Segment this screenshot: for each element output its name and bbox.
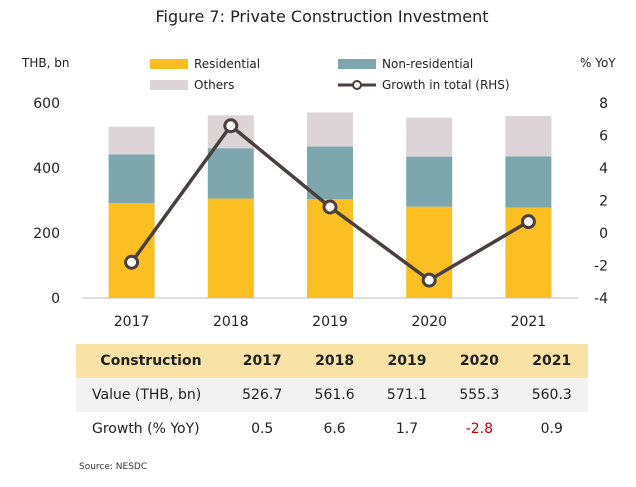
bar-non-residential: [505, 156, 552, 208]
left-tick-label: 0: [51, 291, 60, 307]
table-row-value: Value (THB, bn) 526.7 561.6 571.1 555.3 …: [76, 378, 588, 412]
x-tick-label: 2017: [114, 314, 150, 330]
x-tick-label: 2019: [312, 314, 348, 330]
table-cell: 560.3: [515, 378, 588, 412]
x-tick-label: 2021: [511, 314, 547, 330]
growth-point: [124, 254, 140, 270]
growth-point: [322, 199, 338, 215]
legend: Residential Non-residential Others Growt…: [150, 57, 510, 92]
legend-swatch-others: [150, 80, 188, 90]
table-cell: 571.1: [370, 378, 444, 412]
left-tick-label: 200: [33, 226, 60, 242]
right-tick-label: 8: [599, 96, 608, 112]
right-axis-label: % YoY: [580, 56, 616, 70]
right-tick-label: 0: [599, 226, 608, 242]
left-axis-label: THB, bn: [21, 56, 69, 70]
bar-others: [406, 117, 453, 157]
table-header-cell: 2020: [443, 344, 516, 378]
right-tick-label: 4: [599, 161, 608, 177]
legend-label-non-residential: Non-residential: [382, 57, 473, 71]
table-cell: 6.6: [298, 412, 371, 446]
left-tick-label: 600: [33, 96, 60, 112]
legend-label-others: Others: [194, 78, 234, 92]
x-tick-label: 2020: [411, 314, 447, 330]
right-tick-label: 2: [599, 194, 608, 210]
bar-others: [108, 126, 155, 155]
legend-swatch-non-residential: [338, 59, 376, 69]
bar-non-residential: [307, 146, 353, 200]
legend-marker-growth: [352, 80, 362, 90]
legend-label-growth: Growth in total (RHS): [382, 78, 510, 92]
bar-non-residential: [108, 154, 155, 204]
table-cell: 0.5: [226, 412, 299, 446]
bar-non-residential: [207, 148, 254, 199]
table-cell-negative: -2.8: [443, 412, 516, 446]
x-tick-label: 2018: [213, 314, 249, 330]
table-row-growth: Growth (% YoY) 0.5 6.6 1.7 -2.8 0.9: [76, 412, 588, 446]
bar-residential: [307, 199, 353, 298]
left-tick-label: 400: [33, 161, 60, 177]
bars: [108, 112, 552, 298]
legend-label-residential: Residential: [194, 57, 260, 71]
left-axis: 0 200 400 600: [33, 96, 60, 307]
source-note: Source: NESDC: [79, 462, 148, 472]
table-cell: 1.7: [370, 412, 444, 446]
bar-non-residential: [406, 156, 453, 207]
legend-swatch-residential: [150, 59, 188, 69]
right-tick-label: -2: [594, 259, 608, 275]
table-cell: 526.7: [226, 378, 299, 412]
growth-point: [520, 214, 536, 230]
x-axis: 2017 2018 2019 2020 2021: [114, 314, 546, 330]
table-cell: 0.9: [515, 412, 588, 446]
bar-residential: [207, 198, 254, 298]
table-cell: Value (THB, bn): [76, 378, 226, 412]
table-cell: Growth (% YoY): [76, 412, 226, 446]
right-tick-label: -4: [594, 291, 608, 307]
data-table: Construction 2017 2018 2019 2020 2021 Va…: [76, 344, 588, 446]
table-cell: 561.6: [298, 378, 371, 412]
table-header-cell: 2021: [515, 344, 588, 378]
growth-point: [223, 118, 239, 134]
right-tick-label: 6: [599, 129, 608, 145]
table-header-cell: 2018: [298, 344, 371, 378]
table-header-cell: Construction: [76, 344, 226, 378]
chart-title: Figure 7: Private Construction Investmen…: [155, 7, 488, 26]
bar-others: [505, 116, 552, 157]
chart: Figure 7: Private Construction Investmen…: [21, 7, 616, 330]
bar-residential: [108, 203, 155, 298]
right-axis: -4 -2 0 2 4 6 8: [594, 96, 608, 307]
table-header-cell: 2017: [226, 344, 299, 378]
table-header-row: Construction 2017 2018 2019 2020 2021: [76, 344, 588, 378]
growth-line: [124, 118, 536, 288]
table-cell: 555.3: [443, 378, 516, 412]
table-header-cell: 2019: [370, 344, 444, 378]
growth-point: [421, 272, 437, 288]
bar-others: [307, 112, 353, 147]
